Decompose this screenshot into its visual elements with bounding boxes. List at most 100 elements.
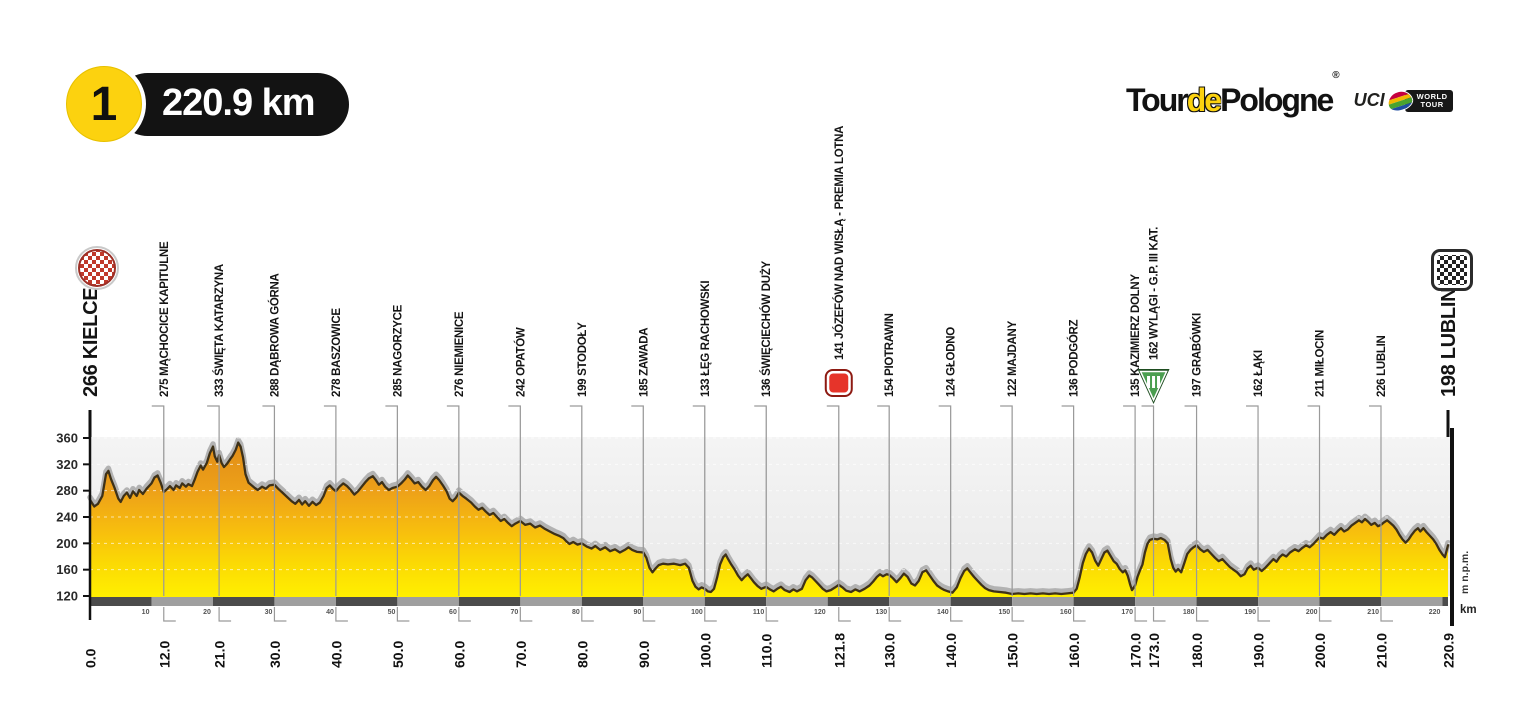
label-elbow-top <box>323 405 337 596</box>
waypoint-j-zef-w-nad-wis-premia-lotna: 141 JÓZEFÓW NAD WISŁĄ - PREMIA LOTNA 121.… <box>824 126 853 668</box>
road-bar-segment <box>1012 597 1074 606</box>
km-marker: 210 <box>1367 609 1379 616</box>
waypoint-kielce: 266 KIELCE 0.0 <box>75 246 119 668</box>
profile-area <box>90 442 1448 597</box>
x-tick-label: 121.8 <box>831 633 847 668</box>
label-elbow-bottom <box>1073 607 1086 622</box>
y-axis-unit-label: m n.p.m. <box>1459 551 1471 594</box>
label-elbow-top <box>207 405 220 596</box>
x-tick-label: 160.0 <box>1066 633 1082 668</box>
km-marker: 120 <box>814 609 826 616</box>
waypoint-label: 288 DĄBROWA GÓRNA <box>268 273 281 397</box>
label-elbow-bottom <box>396 607 410 622</box>
label-elbow-bottom <box>1318 607 1332 622</box>
label-elbow-bottom <box>335 607 348 622</box>
x-tick-label: 150.0 <box>1005 633 1021 668</box>
road-bar-segment <box>704 597 767 606</box>
x-tick-label: 80.0 <box>574 641 590 668</box>
x-tick-label: 173.0 <box>1146 633 1162 668</box>
waypoint-label: 226 LUBLIN <box>1376 335 1388 397</box>
label-elbow-bottom <box>1195 607 1209 622</box>
km-marker: 80 <box>572 609 580 616</box>
waypoint-grab-wki: 197 GRABÓWKI 180.0 <box>1184 313 1209 668</box>
road-bar-segment <box>90 597 152 606</box>
climb-category-bars <box>1152 376 1156 388</box>
label-elbow-top <box>1061 405 1075 596</box>
x-tick-label: 100.0 <box>697 633 713 668</box>
label-elbow-top <box>1123 405 1136 596</box>
road-bar-segment <box>397 597 459 606</box>
waypoint-label: 135 KAZIMIERZ DOLNY <box>1130 274 1142 397</box>
label-elbow-bottom <box>273 607 287 622</box>
x-tick-label: 40.0 <box>328 641 344 668</box>
label-elbow-bottom <box>581 607 594 622</box>
waypoint-label: 122 MAJDANY <box>1007 320 1019 397</box>
y-tick-label: 120 <box>56 589 78 604</box>
label-elbow-top <box>508 405 521 596</box>
waypoint-g-odno: 124 GŁODNO 140.0 <box>938 327 963 668</box>
label-elbow-top <box>1000 405 1013 596</box>
label-elbow-bottom <box>1152 607 1166 622</box>
label-elbow-top <box>1246 405 1259 596</box>
road-bar-segment <box>1196 597 1259 606</box>
road-bar-segment <box>889 597 951 606</box>
km-marker: 100 <box>691 609 703 616</box>
y-tick-label: 320 <box>56 457 78 472</box>
waypoint-m-chocice-kapitulne: 275 MĄCHOCICE KAPITULNE 12.0 <box>151 241 176 668</box>
stage-distance-pill: 220.9 km <box>116 72 349 136</box>
x-tick-label: 220.9 <box>1441 633 1457 668</box>
stage-distance: 220.9 km <box>162 81 316 124</box>
km-marker: 170 <box>1121 609 1133 616</box>
label-elbow-top <box>569 405 583 596</box>
start-icon-checker <box>78 249 116 287</box>
waypoint-label: 162 ŁĄKI <box>1253 350 1265 397</box>
waypoint-label: 198 LUBLIN <box>1438 288 1460 397</box>
road-bar-segment <box>581 597 644 606</box>
waypoint-lublin: 226 LUBLIN 210.0 <box>1368 335 1393 668</box>
km-marker: 60 <box>449 609 457 616</box>
label-elbow-top <box>826 405 840 596</box>
road-bar-segment <box>1442 597 1448 606</box>
road-bar-segment <box>520 597 582 606</box>
road-bar-segment <box>151 597 213 606</box>
waypoint-label: 141 JÓZEFÓW NAD WISŁĄ - PREMIA LOTNA <box>833 126 846 360</box>
x-tick-label: 0.0 <box>83 648 99 668</box>
label-elbow-top <box>1368 405 1382 596</box>
y-tick-label: 200 <box>56 536 78 551</box>
x-tick-label: 30.0 <box>267 641 283 668</box>
road-bar-segment <box>458 597 521 606</box>
waypoint-piotrawin: 154 PIOTRAWIN 130.0 <box>877 313 902 668</box>
label-elbow-bottom <box>218 607 232 622</box>
x-axis-unit-label: km <box>1460 604 1477 616</box>
road-bar-segment <box>1380 597 1443 606</box>
x-tick-label: 190.0 <box>1251 633 1267 668</box>
km-marker: 20 <box>203 609 211 616</box>
label-elbow-bottom <box>1257 607 1271 622</box>
label-elbow-top <box>754 405 767 596</box>
x-tick-label: 140.0 <box>943 633 959 668</box>
road-bar-segment <box>1319 597 1381 606</box>
label-elbow-top <box>446 405 460 596</box>
finish-icon-checker <box>1437 255 1467 285</box>
label-elbow-top <box>1184 405 1198 596</box>
km-marker: 30 <box>265 609 273 616</box>
label-elbow-top <box>151 405 165 596</box>
stage-badge: 1 220.9 km <box>62 62 349 146</box>
label-elbow-bottom <box>642 607 656 622</box>
stage-number-badge: 1 <box>62 62 146 146</box>
y-tick-label: 160 <box>56 562 78 577</box>
waypoint--wi-ciech-w-du-y: 136 ŚWIĘCIECHÓW DUŻY 110.0 <box>754 261 779 668</box>
km-marker: 220 <box>1429 609 1441 616</box>
waypoint-label: 276 NIEMIENICE <box>454 311 466 397</box>
x-tick-label: 60.0 <box>451 641 467 668</box>
waypoint-label: 285 NAGORZYCE <box>392 304 404 397</box>
waypoint-label: 136 ŚWIĘCIECHÓW DUŻY <box>760 261 773 397</box>
registered-mark: ® <box>1332 70 1340 81</box>
waypoint-label: 211 MIŁOCIN <box>1315 330 1327 397</box>
km-marker: 10 <box>142 609 150 616</box>
road-bar-segment <box>1135 597 1197 606</box>
road-bar-segment <box>950 597 1013 606</box>
km-marker: 110 <box>753 609 764 616</box>
race-logo-title: TourdePologne® <box>1126 70 1340 119</box>
